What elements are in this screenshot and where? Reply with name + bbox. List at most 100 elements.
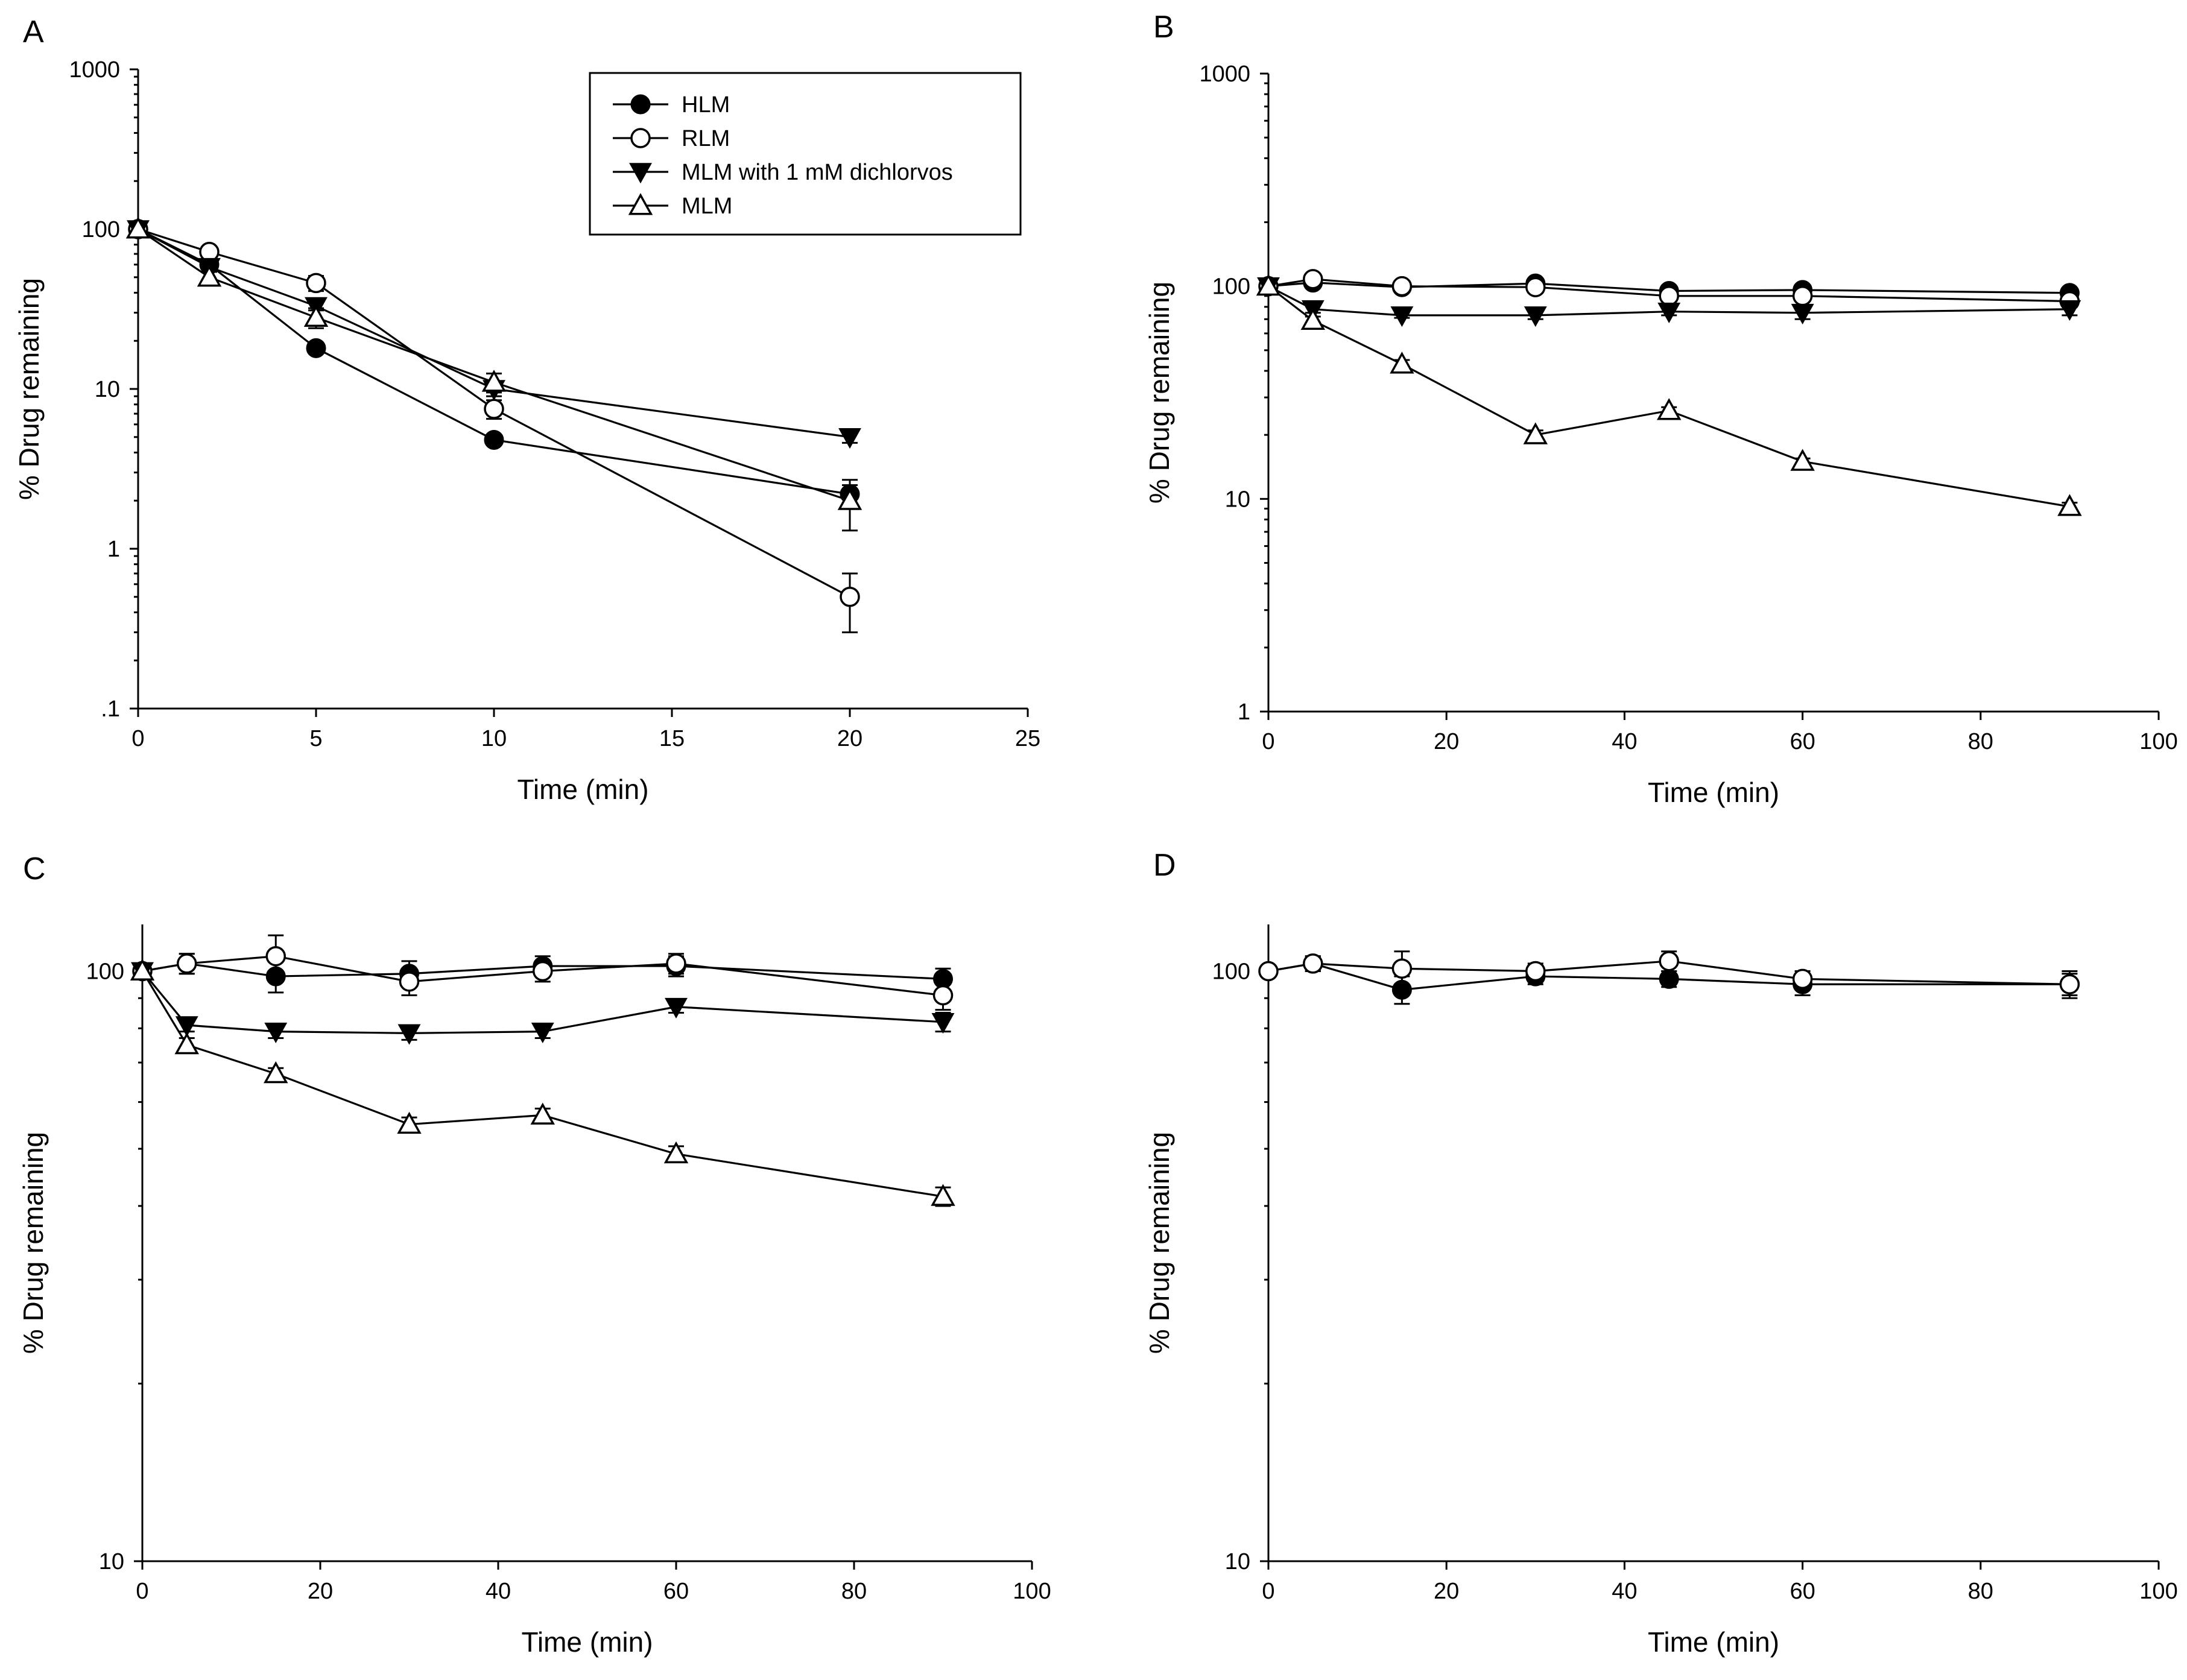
- data-point: [1524, 306, 1547, 327]
- y-axis-label: % Drug remaining: [1144, 282, 1175, 504]
- legend-marker: [628, 193, 653, 215]
- legend-marker: [630, 94, 651, 115]
- x-tick-label: 20: [308, 1579, 333, 1604]
- x-tick-label: 0: [136, 1579, 148, 1604]
- y-tick-label: 100: [1212, 959, 1250, 984]
- x-tick-label: 15: [659, 726, 685, 751]
- x-tick-label: 10: [481, 726, 507, 751]
- data-point: [177, 953, 197, 974]
- x-tick-label: 80: [841, 1579, 867, 1604]
- series-line: [138, 228, 850, 502]
- data-point: [530, 1102, 555, 1125]
- data-point: [840, 587, 860, 607]
- data-point: [264, 1061, 288, 1084]
- series-rlm: [1258, 950, 2080, 999]
- y-tick-label: 10: [99, 1549, 124, 1574]
- panel-a: A 0 5 10 15 20 25 .1 1 10 100 1000 Time (min) % Drug …: [13, 14, 1040, 805]
- y-axis-label: % Drug remaining: [1144, 1132, 1175, 1354]
- data-point: [484, 399, 504, 419]
- x-tick-label: 0: [131, 726, 144, 751]
- x-tick-label: 0: [1262, 729, 1274, 754]
- y-tick-label: .1: [101, 696, 120, 722]
- x-tick-label: 20: [837, 726, 862, 751]
- data-point: [303, 305, 329, 327]
- data-point: [1303, 269, 1323, 289]
- data-point: [1300, 308, 1326, 330]
- data-point: [1525, 277, 1546, 297]
- data-point: [931, 1013, 955, 1034]
- panel-c: C 0 20 40 60 80 100 10 100 Time (min) % Drug remai…: [17, 851, 1051, 1658]
- panel-d: D 0 20 40 60 80 100 10 100 Time (min) % Drug remai…: [1144, 848, 2178, 1658]
- panel-letter: C: [23, 851, 46, 886]
- data-point: [2057, 494, 2082, 516]
- y-tick-label: 100: [86, 959, 124, 984]
- legend-marker: [630, 128, 651, 148]
- x-axis-label: Time (min): [1648, 1626, 1779, 1658]
- legend-label: MLM with 1 mM dichlorvos: [682, 160, 953, 185]
- x-tick-label: 100: [2139, 1579, 2177, 1604]
- panel-letter: D: [1153, 848, 1176, 883]
- x-tick-label: 100: [2139, 729, 2177, 754]
- panel-b: B 0 20 40 60 80 100 1 10 100 1000 Time (min) % Drug …: [1144, 10, 2178, 808]
- data-point: [837, 488, 862, 510]
- data-point: [1659, 968, 1679, 989]
- legend-box: [589, 72, 1022, 236]
- data-point: [399, 971, 420, 992]
- data-point: [1525, 961, 1546, 982]
- legend: HLM RLM MLM with 1 mM dichlorvos MLM: [589, 72, 1022, 236]
- legend-label: MLM: [682, 194, 732, 219]
- x-tick-label: 25: [1015, 726, 1040, 751]
- data-point: [1791, 303, 1814, 325]
- data-point: [1659, 951, 1679, 971]
- data-point: [2058, 300, 2081, 321]
- data-point: [1256, 273, 1281, 296]
- y-tick-label: 1000: [69, 57, 120, 83]
- x-tick-label: 60: [1790, 1579, 1815, 1604]
- data-point: [663, 1141, 689, 1164]
- x-tick-label: 20: [1434, 1579, 1459, 1604]
- x-axis-label: Time (min): [521, 1626, 653, 1658]
- y-tick-label: 10: [1225, 487, 1250, 512]
- data-point: [1792, 968, 1813, 990]
- x-tick-label: 40: [1612, 1579, 1637, 1604]
- data-point: [1792, 286, 1813, 306]
- data-point: [1790, 449, 1815, 471]
- y-tick-label: 100: [82, 217, 120, 242]
- x-tick-label: 40: [1612, 729, 1637, 754]
- data-point: [174, 1032, 199, 1055]
- data-point: [1258, 961, 1279, 982]
- data-point: [1523, 422, 1548, 444]
- x-tick-label: 60: [1790, 729, 1815, 754]
- x-tick-label: 80: [1968, 729, 1993, 754]
- x-tick-label: 5: [309, 726, 322, 751]
- series-line: [138, 228, 850, 495]
- y-tick-label: 10: [1225, 1549, 1250, 1574]
- data-point: [1656, 398, 1682, 420]
- y-axis-label: % Drug remaining: [17, 1132, 49, 1354]
- data-point: [306, 273, 326, 294]
- x-tick-label: 20: [1434, 729, 1459, 754]
- legend-label: HLM: [682, 92, 730, 118]
- series-line: [141, 970, 943, 1198]
- data-point: [838, 428, 861, 449]
- series-mlm: [125, 216, 862, 532]
- y-tick-label: 10: [95, 377, 120, 402]
- data-point: [1659, 286, 1679, 306]
- data-point: [130, 958, 155, 981]
- axes: [1267, 74, 2159, 713]
- data-point: [265, 946, 286, 967]
- axes: [1267, 924, 2159, 1562]
- x-tick-label: 40: [486, 1579, 511, 1604]
- data-point: [306, 338, 326, 358]
- series-mlm: [1256, 273, 2082, 516]
- x-axis-label: Time (min): [1648, 777, 1779, 808]
- data-point: [665, 997, 688, 1018]
- data-point: [197, 264, 222, 287]
- x-tick-label: 60: [663, 1579, 689, 1604]
- y-tick-label: 1: [1238, 699, 1250, 725]
- data-point: [264, 1022, 288, 1043]
- data-point: [1391, 276, 1413, 297]
- panel-letter: A: [23, 14, 44, 49]
- data-point: [1390, 352, 1414, 374]
